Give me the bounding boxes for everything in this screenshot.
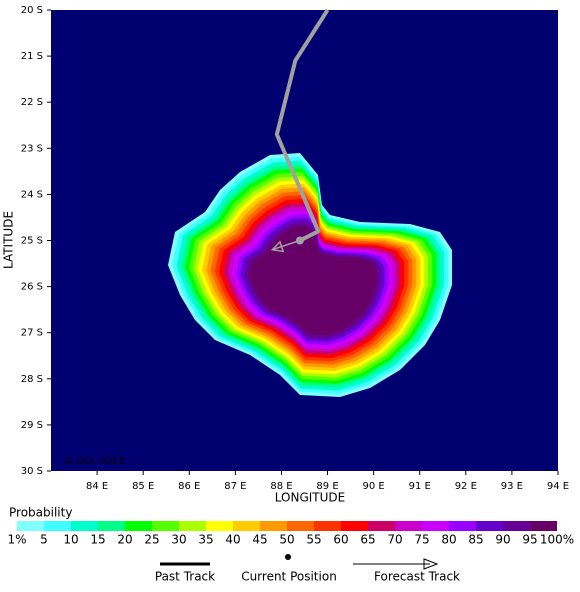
- x-tick-label: 88 E: [270, 481, 292, 492]
- legend-label: Forecast Track: [374, 570, 460, 584]
- y-tick-label: 28 S: [21, 374, 43, 385]
- colorbar-cell: [71, 521, 98, 531]
- colorbar-cell: [206, 521, 233, 531]
- colorbar-label: 50: [279, 533, 294, 547]
- legend-label: Current Position: [241, 570, 337, 584]
- y-tick-label: 20 S: [21, 5, 43, 16]
- y-axis-label: LATITUDE: [2, 211, 16, 269]
- colorbar-cell: [125, 521, 152, 531]
- colorbar-cell: [98, 521, 125, 531]
- x-axis-label: LONGITUDE: [275, 491, 345, 505]
- colorbar-cell: [395, 521, 422, 531]
- colorbar-label: 60: [333, 533, 348, 547]
- probability-contour: [248, 225, 377, 336]
- colorbar-label: 35: [198, 533, 213, 547]
- colorbar-label: 1%: [7, 533, 26, 547]
- colorbar-label: 100%: [540, 533, 574, 547]
- colorbar-cell: [233, 521, 260, 531]
- colorbar-cell: [260, 521, 287, 531]
- legend-forecast-arrow: [423, 558, 439, 570]
- forecast-arrowhead: [270, 240, 285, 253]
- colorbar-cell: [368, 521, 395, 531]
- x-tick-label: 85 E: [132, 481, 154, 492]
- colorbar-label: 65: [360, 533, 375, 547]
- colorbar-cell: [17, 521, 44, 531]
- colorbar-label: 90: [495, 533, 510, 547]
- colorbar-cell: [503, 521, 530, 531]
- x-tick-label: 91 E: [409, 481, 431, 492]
- colorbar-cell: [449, 521, 476, 531]
- current-position: [295, 236, 304, 245]
- colorbar-label: 80: [441, 533, 456, 547]
- colorbar-cell: [476, 521, 503, 531]
- y-tick-label: 27 S: [21, 328, 43, 339]
- y-tick-label: 25 S: [21, 236, 43, 247]
- y-tick-label: 22 S: [21, 97, 43, 108]
- x-tick-label: 84 E: [86, 481, 108, 492]
- colorbar-label: 15: [90, 533, 105, 547]
- x-tick-label: 94 E: [547, 481, 569, 492]
- x-tick-label: 90 E: [363, 481, 385, 492]
- copyright: © UCL 2025: [63, 456, 125, 467]
- colorbar-cell: [287, 521, 314, 531]
- colorbar-label: 40: [225, 533, 240, 547]
- colorbar-label: 85: [468, 533, 483, 547]
- y-tick-label: 21 S: [21, 51, 43, 62]
- x-tick-label: 89 E: [316, 481, 338, 492]
- legend-current-position: [285, 554, 291, 560]
- colorbar-cell: [44, 521, 71, 531]
- past-track: [274, 8, 330, 243]
- colorbar-title: Probability: [9, 506, 72, 520]
- forecast-track: [271, 239, 301, 251]
- legend-label: Past Track: [155, 570, 215, 584]
- x-tick-label: 87 E: [224, 481, 246, 492]
- colorbar-label: 5: [40, 533, 48, 547]
- y-tick-label: 24 S: [21, 189, 43, 200]
- colorbar-label: 55: [306, 533, 321, 547]
- y-tick-label: 30 S: [21, 466, 43, 477]
- colorbar-cell: [314, 521, 341, 531]
- colorbar-label: 30: [171, 533, 186, 547]
- x-tick-label: 86 E: [178, 481, 200, 492]
- colorbar-label: 45: [252, 533, 267, 547]
- colorbar-cell: [530, 521, 557, 531]
- colorbar-cell: [422, 521, 449, 531]
- y-tick-label: 29 S: [21, 420, 43, 431]
- colorbar-cell: [152, 521, 179, 531]
- colorbar-cell: [179, 521, 206, 531]
- x-tick-label: 93 E: [501, 481, 523, 492]
- colorbar-label: 10: [63, 533, 78, 547]
- colorbar-cell: [341, 521, 368, 531]
- x-tick-label: 92 E: [455, 481, 477, 492]
- colorbar-label: 70: [387, 533, 402, 547]
- y-tick-label: 26 S: [21, 282, 43, 293]
- colorbar-label: 20: [117, 533, 132, 547]
- colorbar-label: 95: [522, 533, 537, 547]
- y-tick-label: 23 S: [21, 143, 43, 154]
- colorbar-label: 25: [144, 533, 159, 547]
- colorbar-label: 75: [414, 533, 429, 547]
